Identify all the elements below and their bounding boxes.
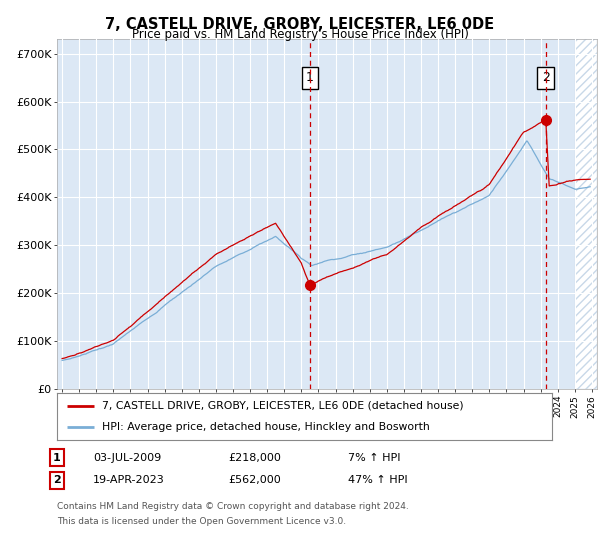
Text: 47% ↑ HPI: 47% ↑ HPI (348, 475, 407, 486)
Text: £218,000: £218,000 (228, 452, 281, 463)
Text: Price paid vs. HM Land Registry's House Price Index (HPI): Price paid vs. HM Land Registry's House … (131, 28, 469, 41)
Text: 19-APR-2023: 19-APR-2023 (93, 475, 165, 486)
Text: 1: 1 (306, 71, 314, 84)
Text: £562,000: £562,000 (228, 475, 281, 486)
Text: 2: 2 (53, 475, 61, 486)
Text: 7, CASTELL DRIVE, GROBY, LEICESTER, LE6 0DE (detached house): 7, CASTELL DRIVE, GROBY, LEICESTER, LE6 … (101, 400, 463, 410)
Text: 1: 1 (53, 452, 61, 463)
Text: 7% ↑ HPI: 7% ↑ HPI (348, 452, 401, 463)
Bar (575, 39, 597, 389)
Text: This data is licensed under the Open Government Licence v3.0.: This data is licensed under the Open Gov… (57, 517, 346, 526)
Text: Contains HM Land Registry data © Crown copyright and database right 2024.: Contains HM Land Registry data © Crown c… (57, 502, 409, 511)
Text: 2: 2 (542, 71, 550, 84)
Text: 03-JUL-2009: 03-JUL-2009 (93, 452, 161, 463)
Text: 7, CASTELL DRIVE, GROBY, LEICESTER, LE6 0DE: 7, CASTELL DRIVE, GROBY, LEICESTER, LE6 … (106, 17, 494, 32)
Bar (575, 39, 597, 389)
Text: HPI: Average price, detached house, Hinckley and Bosworth: HPI: Average price, detached house, Hinc… (101, 422, 430, 432)
